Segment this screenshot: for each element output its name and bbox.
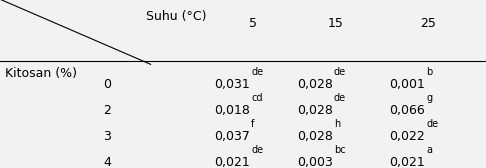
Text: 0,028: 0,028 (297, 130, 333, 143)
Text: bc: bc (334, 145, 346, 155)
Text: a: a (426, 145, 432, 155)
Text: 0,031: 0,031 (214, 78, 250, 91)
Text: g: g (426, 93, 433, 103)
Text: de: de (334, 93, 346, 103)
Text: 3: 3 (103, 130, 111, 143)
Text: 15: 15 (328, 17, 343, 30)
Text: de: de (426, 119, 438, 129)
Text: cd: cd (251, 93, 263, 103)
Text: 0,021: 0,021 (214, 156, 250, 168)
Text: 0,021: 0,021 (389, 156, 425, 168)
Text: 0: 0 (103, 78, 111, 91)
Text: 0,028: 0,028 (297, 104, 333, 117)
Text: 0,001: 0,001 (389, 78, 425, 91)
Text: 5: 5 (249, 17, 257, 30)
Text: de: de (251, 145, 263, 155)
Text: Kitosan (%): Kitosan (%) (5, 67, 77, 80)
Text: Suhu (°C): Suhu (°C) (146, 10, 206, 23)
Text: 0,037: 0,037 (214, 130, 250, 143)
Text: 0,066: 0,066 (389, 104, 425, 117)
Text: 0,022: 0,022 (389, 130, 425, 143)
Text: de: de (334, 67, 346, 77)
Text: 0,018: 0,018 (214, 104, 250, 117)
Text: h: h (334, 119, 340, 129)
Text: 25: 25 (420, 17, 435, 30)
Text: 0,003: 0,003 (297, 156, 333, 168)
Text: 2: 2 (103, 104, 111, 117)
Text: b: b (426, 67, 433, 77)
Text: de: de (251, 67, 263, 77)
Text: f: f (251, 119, 255, 129)
Text: 4: 4 (103, 156, 111, 168)
Text: 0,028: 0,028 (297, 78, 333, 91)
